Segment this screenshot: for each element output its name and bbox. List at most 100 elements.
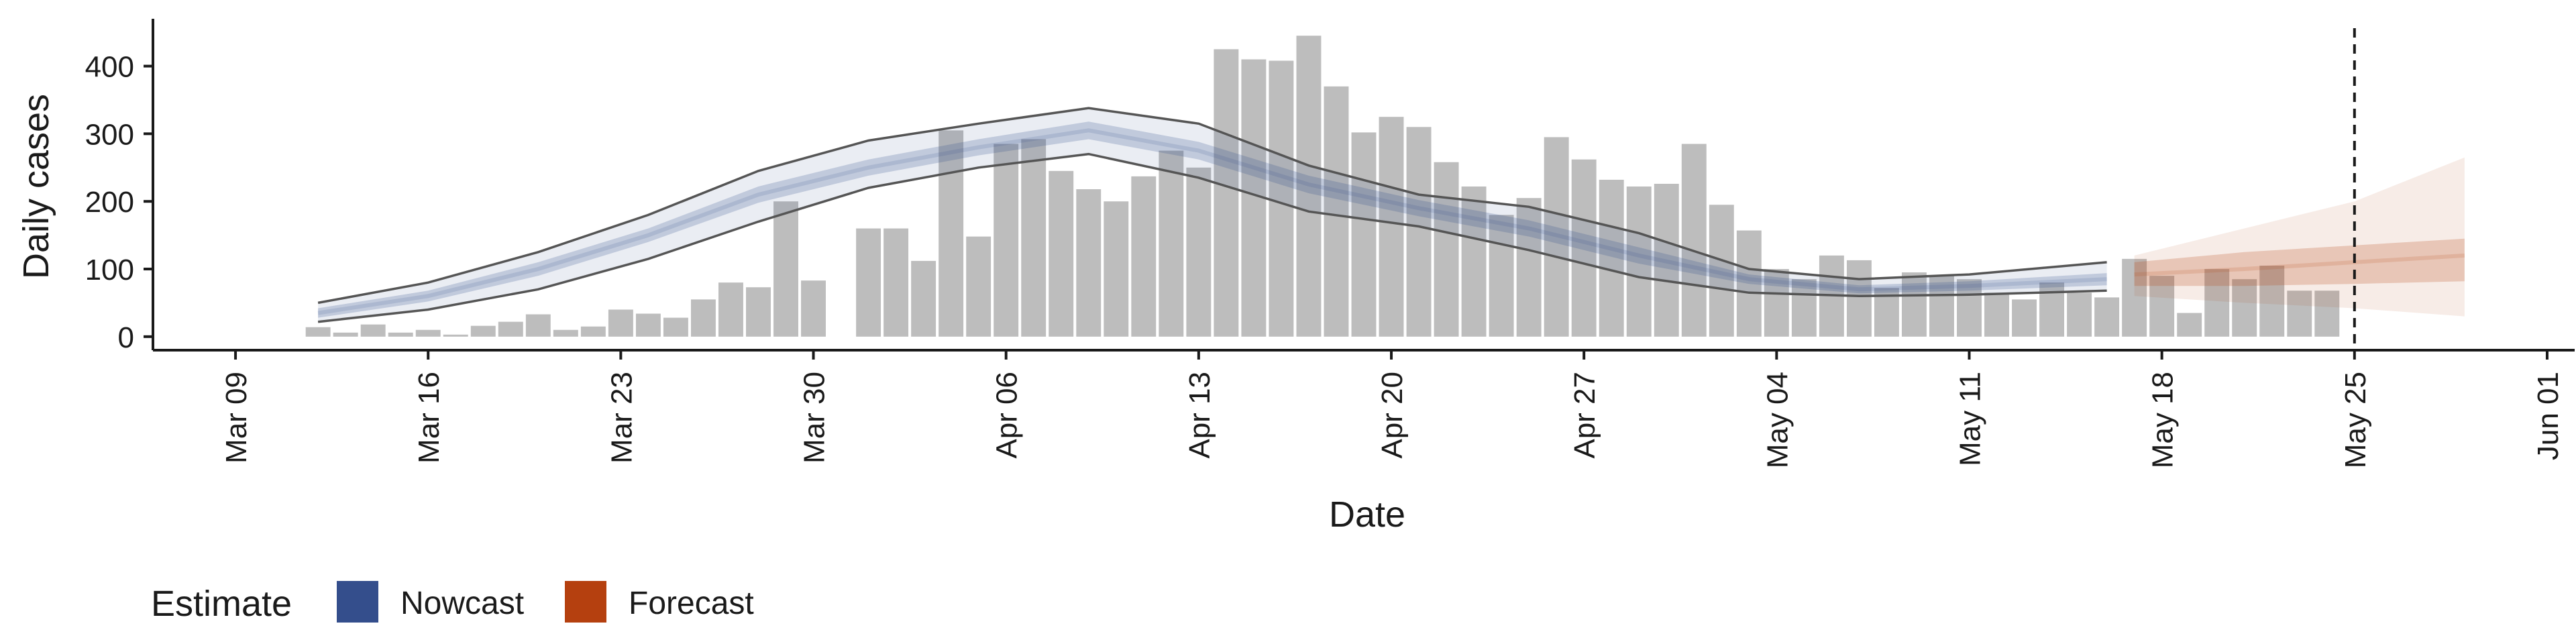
case-bar bbox=[360, 324, 386, 337]
x-axis-title: Date bbox=[1329, 494, 1405, 535]
legend-swatch-nowcast bbox=[337, 581, 378, 623]
case-bar bbox=[911, 260, 936, 337]
case-bar bbox=[2122, 258, 2147, 337]
case-bar bbox=[1131, 176, 1157, 337]
case-bar bbox=[1406, 127, 1432, 337]
case-bar bbox=[2149, 276, 2175, 337]
case-bar bbox=[1296, 36, 1322, 337]
case-bars bbox=[305, 36, 2340, 337]
case-bar bbox=[1736, 230, 1762, 337]
case-bar bbox=[553, 329, 578, 337]
case-bar bbox=[1846, 260, 1872, 337]
case-bar bbox=[1544, 137, 1569, 337]
case-bar bbox=[663, 317, 688, 337]
forecast-median-line bbox=[2134, 253, 2465, 277]
case-bar bbox=[1351, 132, 1377, 337]
nowcast-lower-line bbox=[317, 152, 2107, 323]
case-bar bbox=[443, 334, 468, 337]
y-tick-label: 400 bbox=[85, 51, 134, 84]
case-bar bbox=[1461, 186, 1487, 337]
case-bar bbox=[773, 201, 798, 337]
case-bar bbox=[1901, 272, 1927, 337]
case-bar bbox=[938, 130, 964, 337]
case-bar bbox=[498, 321, 523, 337]
case-bar bbox=[994, 144, 1019, 337]
x-tick-label: Mar 16 bbox=[413, 372, 445, 464]
case-bar bbox=[1626, 186, 1652, 337]
case-bar bbox=[1571, 159, 1597, 337]
case-bar bbox=[2012, 299, 2037, 337]
y-tick-label: 300 bbox=[85, 118, 134, 151]
y-tick-label: 200 bbox=[85, 186, 134, 219]
case-bar bbox=[2067, 292, 2092, 337]
case-bar bbox=[1599, 179, 1624, 337]
case-bar bbox=[966, 236, 991, 337]
x-axis-ticks: Mar 09 Mar 16 Mar 23 Mar 30 Apr 06 Apr 13 Apr … bbox=[220, 350, 2565, 468]
case-bar bbox=[1681, 144, 1707, 337]
case-bar bbox=[690, 299, 716, 337]
x-tick-label: Apr 13 bbox=[1183, 372, 1216, 459]
case-bar bbox=[305, 327, 331, 337]
case-bar bbox=[1049, 170, 1074, 337]
x-tick-label: Apr 27 bbox=[1568, 372, 1601, 459]
legend-title: Estimate bbox=[151, 584, 292, 624]
case-bar bbox=[635, 313, 661, 337]
legend-swatch-forecast bbox=[565, 581, 606, 623]
case-bar bbox=[1984, 292, 2009, 337]
y-tick-label: 0 bbox=[118, 321, 134, 354]
forecast-outer-band bbox=[2134, 157, 2465, 317]
case-bar bbox=[1324, 86, 1349, 337]
case-bar bbox=[1076, 189, 1102, 337]
case-bar bbox=[1379, 117, 1404, 337]
case-bar bbox=[1104, 201, 1129, 337]
case-bar bbox=[801, 280, 826, 337]
case-bar bbox=[2177, 313, 2202, 337]
case-bar bbox=[2204, 269, 2230, 337]
y-tick-label: 100 bbox=[85, 254, 134, 286]
nowcast-outer-band bbox=[318, 108, 2107, 322]
case-bar bbox=[1489, 215, 1514, 337]
case-bar bbox=[856, 228, 881, 337]
x-tick-label: May 25 bbox=[2339, 372, 2372, 468]
x-tick-label: Mar 30 bbox=[798, 372, 831, 464]
case-bar bbox=[1654, 183, 1679, 337]
case-bar bbox=[470, 325, 496, 337]
case-bar bbox=[1186, 167, 1212, 337]
case-bar bbox=[2259, 265, 2285, 337]
case-bar bbox=[580, 326, 606, 337]
case-bar bbox=[388, 332, 413, 337]
case-bar bbox=[2314, 290, 2340, 337]
case-bar bbox=[1764, 269, 1789, 337]
legend-label-forecast: Forecast bbox=[629, 586, 754, 621]
y-axis-title: Daily cases bbox=[16, 94, 56, 279]
legend: Estimate Nowcast Forecast bbox=[151, 581, 754, 624]
nowcast-upper-line bbox=[317, 107, 2107, 305]
case-bar bbox=[1929, 276, 1954, 337]
case-bar bbox=[1021, 139, 1046, 337]
case-bar bbox=[333, 332, 358, 337]
case-bar bbox=[883, 228, 909, 337]
case-bar bbox=[1791, 279, 1817, 337]
case-bar bbox=[1516, 198, 1542, 337]
x-tick-label: May 04 bbox=[1761, 372, 1794, 468]
case-bar bbox=[525, 314, 551, 337]
case-bar bbox=[415, 329, 441, 337]
case-bar bbox=[1214, 49, 1239, 337]
forecast-inner-band bbox=[2134, 238, 2465, 286]
case-bar bbox=[2094, 297, 2120, 337]
nowcast-median-line bbox=[317, 128, 2107, 315]
legend-label-nowcast: Nowcast bbox=[400, 586, 524, 621]
case-bar bbox=[1709, 205, 1734, 337]
axes bbox=[152, 19, 2575, 352]
case-bar bbox=[746, 287, 771, 337]
estimate-bands bbox=[317, 107, 2465, 323]
case-bar bbox=[1159, 150, 1184, 337]
case-bar bbox=[2232, 279, 2257, 337]
x-tick-label: Apr 06 bbox=[991, 372, 1024, 459]
x-tick-label: Apr 20 bbox=[1376, 372, 1409, 459]
x-tick-label: Mar 23 bbox=[605, 372, 638, 464]
x-tick-label: Mar 09 bbox=[220, 372, 253, 464]
case-bar bbox=[1434, 162, 1459, 337]
case-bar bbox=[1957, 279, 1982, 337]
